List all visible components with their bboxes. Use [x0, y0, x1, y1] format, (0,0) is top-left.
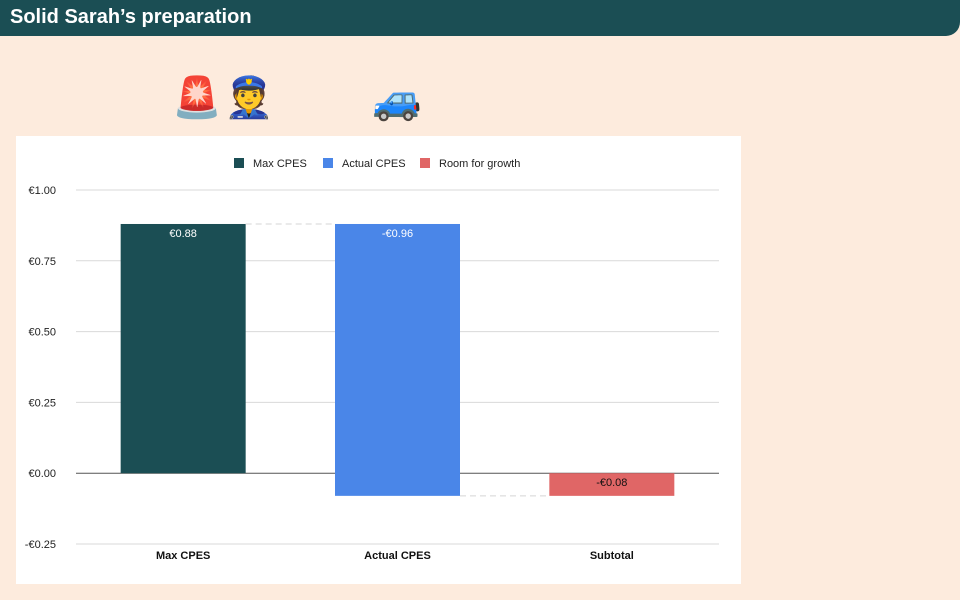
- page-header: Solid Sarah’s preparation: [0, 0, 960, 36]
- bar-max-cpes: [120, 223, 246, 474]
- legend-label: Actual CPES: [342, 158, 406, 170]
- legend-swatch: [420, 158, 430, 168]
- x-category-label: Max CPES: [156, 550, 210, 562]
- waterfall-chart: €1.00 €0.75 €0.50 €0.25 €0.00 -€0.25 €0.88 -€0.…: [25, 158, 719, 562]
- x-category-label: Actual CPES: [364, 550, 431, 562]
- y-tick-label: €0.50: [28, 327, 56, 339]
- legend-swatch: [323, 158, 333, 168]
- y-tick-label: -€0.25: [25, 539, 56, 551]
- chart-card: €1.00 €0.75 €0.50 €0.25 €0.00 -€0.25 €0.88 -€0.…: [16, 136, 741, 584]
- bar-actual-cpes: [335, 223, 460, 496]
- y-tick-label: €1.00: [28, 185, 56, 197]
- y-tick-label: €0.75: [28, 256, 56, 268]
- data-label: €0.88: [169, 228, 197, 240]
- legend-swatch: [234, 158, 244, 168]
- legend-label: Max CPES: [253, 158, 307, 170]
- siren-icon: 🚨: [172, 75, 222, 121]
- car-icon: 🚙: [372, 77, 422, 123]
- y-tick-label: €0.00: [28, 468, 56, 480]
- legend-label: Room for growth: [439, 158, 520, 170]
- data-label: -€0.96: [382, 228, 413, 240]
- police-officer-icon: 👮: [224, 75, 274, 121]
- page-title: Solid Sarah’s preparation: [10, 6, 252, 28]
- data-label: -€0.08: [596, 477, 627, 489]
- bar-room-for-growth: [549, 473, 675, 496]
- x-category-label: Subtotal: [590, 550, 634, 562]
- y-tick-label: €0.25: [28, 397, 56, 409]
